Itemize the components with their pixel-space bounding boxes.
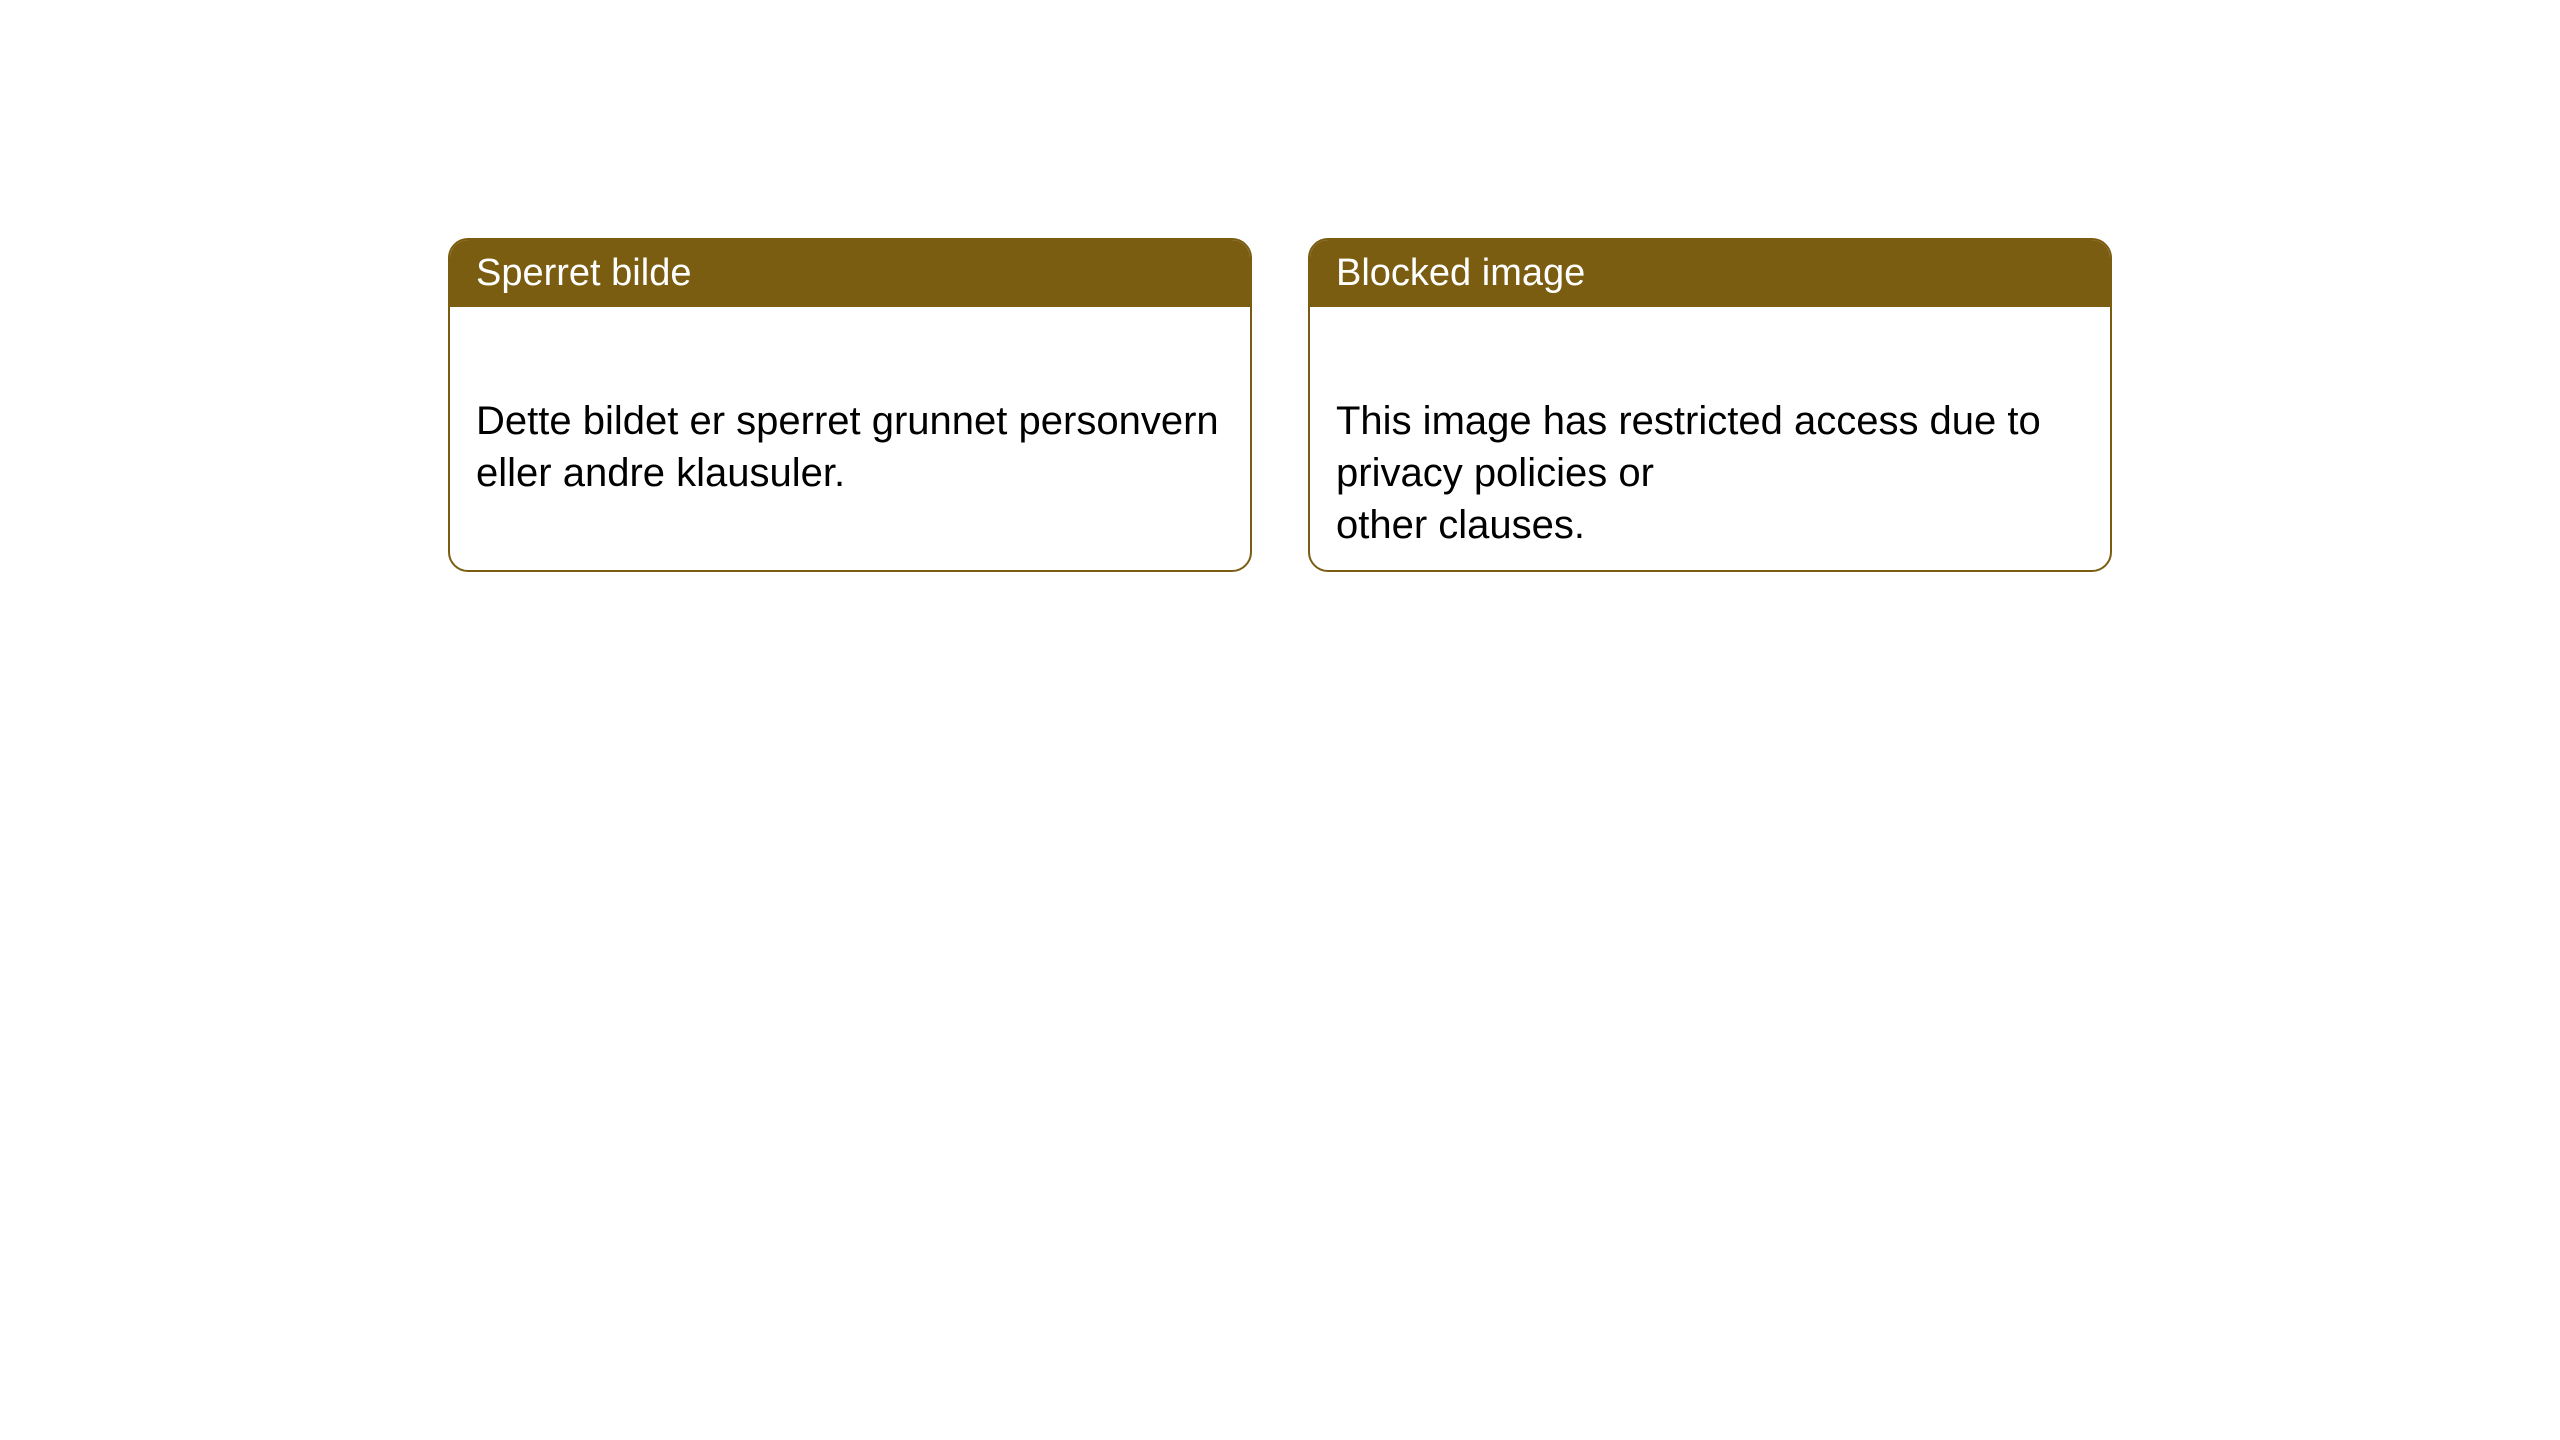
notice-body: Dette bildet er sperret grunnet personve… — [450, 307, 1250, 535]
blocked-image-notices: Sperret bilde Dette bildet er sperret gr… — [448, 238, 2112, 572]
notice-card-english: Blocked image This image has restricted … — [1308, 238, 2112, 572]
notice-title: Blocked image — [1336, 252, 1585, 294]
notice-text: This image has restricted access due to … — [1336, 399, 2041, 547]
notice-body: This image has restricted access due to … — [1310, 307, 2110, 572]
notice-card-norwegian: Sperret bilde Dette bildet er sperret gr… — [448, 238, 1252, 572]
notice-text: Dette bildet er sperret grunnet personve… — [476, 399, 1219, 495]
notice-header: Blocked image — [1310, 240, 2110, 307]
notice-title: Sperret bilde — [476, 252, 691, 294]
notice-header: Sperret bilde — [450, 240, 1250, 307]
